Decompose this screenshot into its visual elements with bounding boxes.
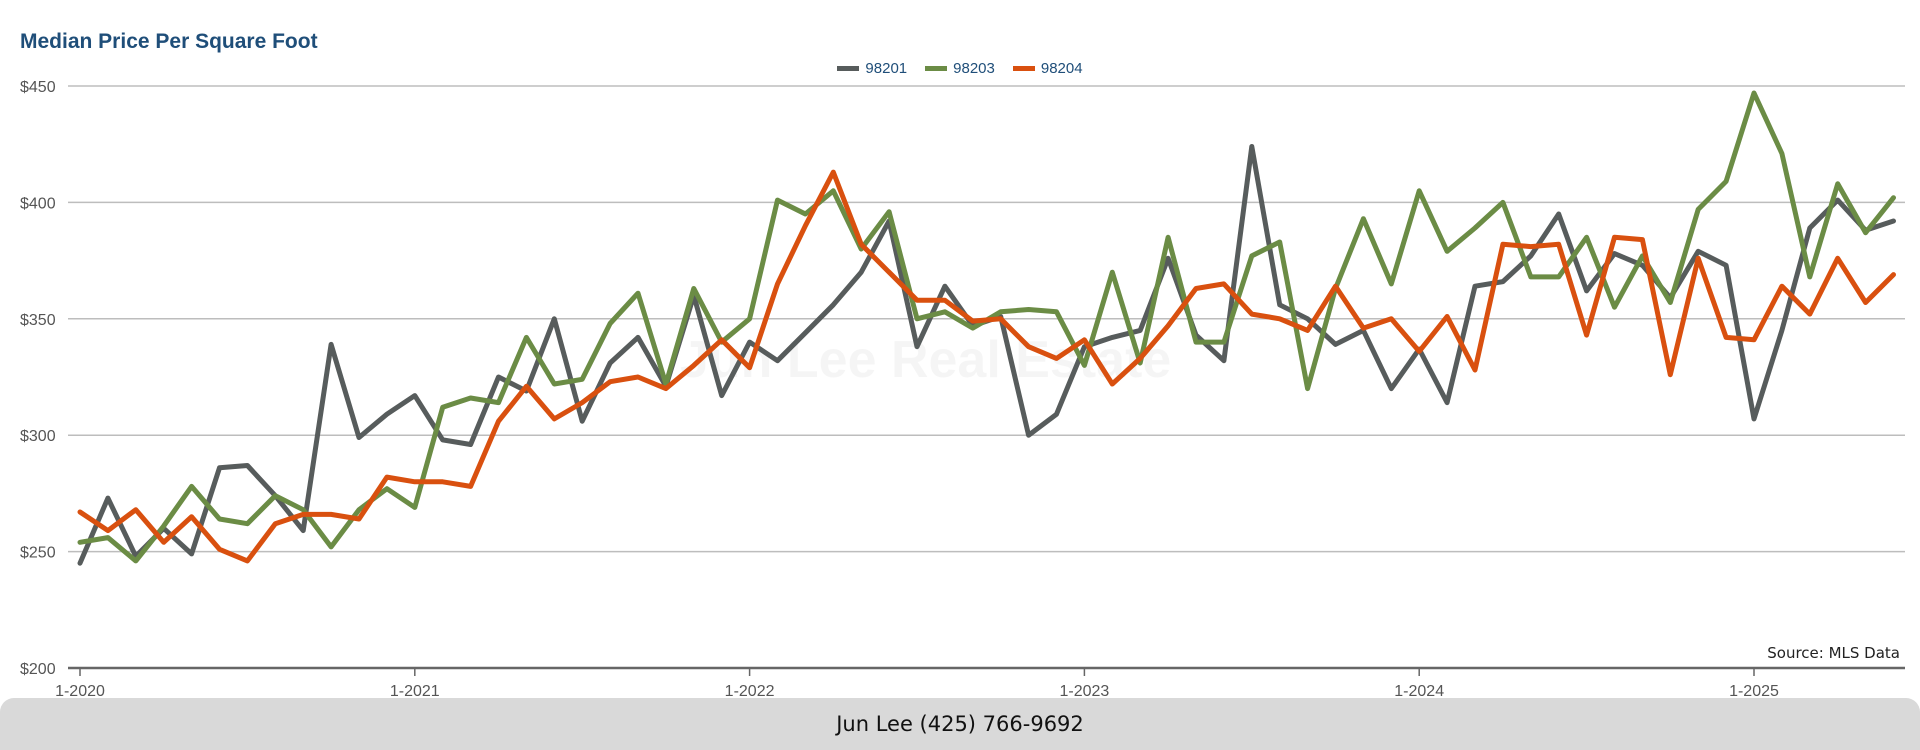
chart-legend: 98201 98203 98204 <box>0 60 1920 77</box>
legend-item-98201[interactable]: 98201 <box>837 60 907 77</box>
legend-item-98204[interactable]: 98204 <box>1012 60 1083 77</box>
series-line-98201 <box>77 144 1896 566</box>
legend-swatch-98204 <box>1012 66 1035 71</box>
y-tick-label: $350 <box>20 312 56 329</box>
chart-title: Median Price Per Square Foot <box>20 30 318 53</box>
x-tick-label: 1-2024 <box>1394 683 1444 700</box>
series-line-98203 <box>77 90 1896 564</box>
source-note: Source: MLS Data <box>1767 644 1900 662</box>
y-tick-label: $250 <box>20 545 56 562</box>
legend-swatch-98201 <box>837 66 860 71</box>
legend-swatch-98203 <box>925 66 948 71</box>
line-chart: $200 $250 $300 $350 $400 $450 1-2020 1-2021 1-20… <box>20 79 1905 700</box>
legend-label-98203: 98203 <box>953 60 995 77</box>
legend-label-98201: 98201 <box>865 60 908 77</box>
x-tick-label: 1-2025 <box>1729 683 1779 700</box>
footer-bar: Jun Lee (425) 766-9692 <box>0 698 1920 750</box>
x-tick-label: 1-2023 <box>1059 683 1109 700</box>
legend-item-98203[interactable]: 98203 <box>925 60 995 77</box>
y-tick-label: $450 <box>20 79 56 96</box>
x-tick-label: 1-2021 <box>390 683 440 700</box>
y-tick-label: $400 <box>20 195 56 212</box>
x-tick-label: 1-2022 <box>725 683 775 700</box>
y-tick-label: $200 <box>20 661 56 678</box>
y-tick-label: $300 <box>20 428 56 445</box>
x-tick-label: 1-2020 <box>55 683 105 700</box>
series-line-98204 <box>77 169 1896 564</box>
legend-label-98204: 98204 <box>1040 60 1083 77</box>
footer-contact: Jun Lee (425) 766-9692 <box>836 712 1084 736</box>
